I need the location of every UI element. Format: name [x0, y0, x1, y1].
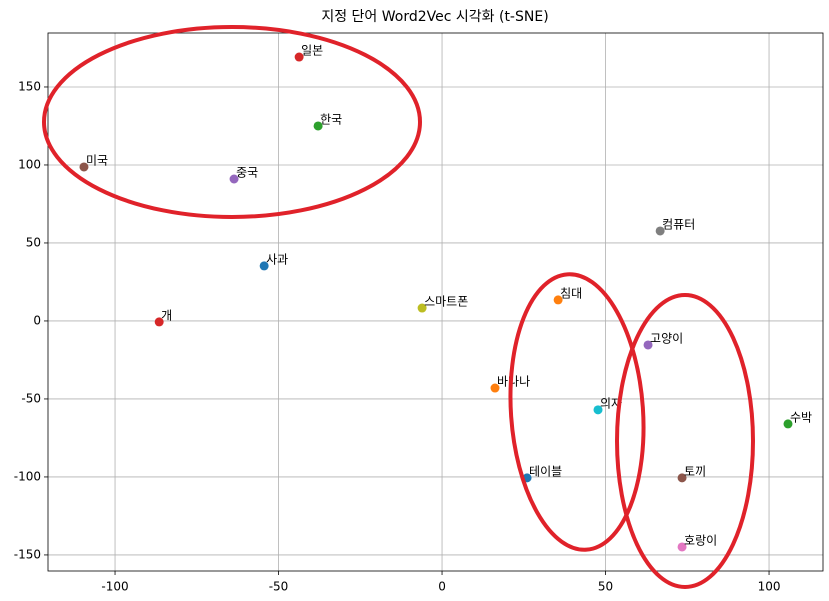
point-label: 컴퓨터 — [662, 217, 695, 231]
plot-area: -100 -50 0 50 100 -150 -100 -50 0 50 100 150 사과바나나수박… — [14, 33, 823, 594]
point-label: 의자 — [600, 396, 622, 410]
y-tick-label: -150 — [14, 547, 41, 561]
point — [677, 473, 687, 483]
point-label: 한국 — [320, 112, 342, 126]
y-tick-label: 0 — [33, 313, 41, 327]
point — [229, 174, 239, 184]
point-label: 토끼 — [684, 464, 706, 478]
point — [593, 405, 603, 415]
x-tick-label: -100 — [101, 580, 128, 594]
y-tick-label: -100 — [14, 469, 41, 483]
point-label: 침대 — [560, 286, 582, 300]
ellipse — [508, 272, 646, 552]
point-label: 개 — [161, 308, 172, 322]
x-tick-label: 0 — [438, 580, 446, 594]
point-label: 일본 — [301, 44, 323, 58]
point-label: 수박 — [790, 410, 812, 424]
point — [490, 383, 500, 393]
chart-title: 지정 단어 Word2Vec 시각화 (t-SNE) — [321, 9, 548, 25]
point — [783, 419, 793, 429]
plot-frame — [47, 32, 824, 572]
point-label: 스마트폰 — [424, 295, 468, 309]
ellipse — [42, 25, 422, 219]
point — [294, 52, 304, 62]
point-label: 테이블 — [529, 464, 562, 478]
point — [79, 162, 89, 172]
point-label: 호랑이 — [684, 533, 717, 547]
x-tick-label: -50 — [269, 580, 289, 594]
point — [655, 226, 665, 236]
ellipse — [615, 293, 755, 589]
x-tick-label: 100 — [758, 580, 781, 594]
point — [553, 295, 563, 305]
point — [643, 340, 653, 350]
y-tick-label: 150 — [18, 79, 41, 93]
point — [259, 261, 269, 271]
point — [417, 303, 427, 313]
point — [677, 542, 687, 552]
y-tick-label: 50 — [26, 235, 41, 249]
point-label: 사과 — [266, 252, 288, 266]
y-tick-label: 100 — [18, 157, 41, 171]
point-label: 중국 — [236, 166, 258, 180]
y-tick-label: -50 — [21, 391, 41, 405]
point — [313, 121, 323, 131]
point — [154, 317, 164, 327]
x-tick-label: 50 — [598, 580, 613, 594]
point-label: 미국 — [86, 153, 108, 167]
highlight-ellipses — [42, 25, 755, 589]
point-label: 고양이 — [650, 331, 683, 345]
point-label: 바나나 — [497, 375, 530, 389]
